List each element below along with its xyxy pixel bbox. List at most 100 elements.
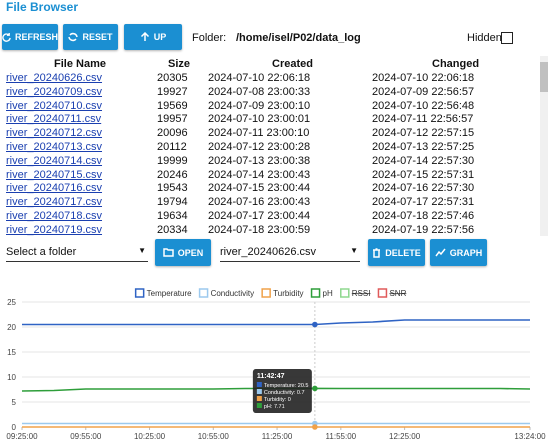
table-cell: 2024-07-09 22:56:57 — [372, 85, 475, 98]
folder-select-text: Select a folder — [6, 246, 77, 258]
reset-button[interactable]: RESET — [63, 24, 118, 50]
scrollbar[interactable] — [540, 56, 548, 236]
x-tick-label: 10:55:00 — [198, 432, 230, 441]
y-tick-label: 10 — [7, 373, 16, 382]
column-header: Size — [168, 58, 191, 70]
hidden-checkbox[interactable] — [501, 32, 513, 44]
x-tick-label: 11:25:00 — [262, 432, 293, 441]
table-cell: 2024-07-15 22:57:31 — [372, 168, 475, 181]
column-header: Changed — [432, 58, 480, 70]
tooltip-line: pH: 7.71 — [264, 404, 285, 410]
tooltip-swatch — [256, 382, 262, 387]
tooltip-title: 11:42:47 — [257, 373, 285, 380]
file-link[interactable]: river_20240717.csv — [6, 196, 103, 209]
file-link[interactable]: river_20240710.csv — [6, 99, 103, 112]
table-cell: 19927 — [157, 85, 188, 98]
table-cell: 2024-07-08 23:00:33 — [208, 85, 311, 98]
column-header: Created — [272, 58, 313, 70]
x-tick-label: 09:55:00 — [70, 432, 102, 441]
up-button[interactable]: UP — [124, 24, 182, 50]
graph-label: GRAPH — [449, 247, 483, 258]
legend-swatch — [377, 288, 388, 298]
hover-point — [312, 424, 318, 430]
tooltip-swatch — [256, 403, 262, 408]
open-label: OPEN — [177, 247, 204, 258]
up-label: UP — [153, 32, 167, 42]
x-tick-label: 13:24:00 — [514, 432, 546, 441]
table-cell: 19999 — [157, 154, 188, 167]
y-tick-label: 20 — [7, 323, 16, 332]
chart: 0 5 10 15 20 25 09:25:00 09:55:00 10:25:00 10:55:… — [6, 288, 546, 441]
table-cell: 20334 — [157, 223, 188, 236]
table-cell: 2024-07-18 23:00:59 — [208, 223, 311, 236]
legend-label: SNR — [389, 289, 406, 298]
folder-label: Folder: — [192, 32, 227, 44]
legend-swatch — [261, 288, 271, 298]
file-link[interactable]: river_20240626.csv — [6, 72, 103, 84]
x-tick-label: 11:55:00 — [326, 432, 357, 441]
legend-label: Temperature — [147, 289, 192, 298]
table-cell: 2024-07-10 22:06:18 — [208, 72, 311, 84]
table-cell: 2024-07-19 22:57:56 — [372, 223, 475, 236]
table-cell: 2024-07-17 23:00:44 — [208, 210, 311, 222]
graph-button[interactable]: GRAPH — [430, 239, 487, 266]
table-cell: 2024-07-11 22:56:57 — [372, 113, 474, 126]
table-cell: 19957 — [157, 113, 188, 126]
table-cell: 2024-07-13 23:00:38 — [208, 154, 311, 167]
hover-point — [312, 321, 318, 328]
legend-label: Turbidity — [273, 289, 303, 298]
x-tick-label: 10:25:00 — [134, 432, 166, 441]
delete-button[interactable]: DELETE — [368, 239, 425, 266]
y-tick-label: 25 — [7, 298, 16, 307]
y-tick-label: 15 — [7, 348, 16, 357]
file-link[interactable]: river_20240711.csv — [6, 113, 102, 126]
table-cell: 2024-07-16 23:00:43 — [208, 196, 311, 209]
table-cell: 2024-07-17 22:57:31 — [372, 196, 475, 209]
legend-label: Conductivity — [211, 289, 255, 298]
table-cell: 2024-07-09 23:00:10 — [208, 99, 311, 112]
table-cell: 2024-07-14 22:57:30 — [372, 154, 475, 167]
table-cell: 19543 — [157, 182, 188, 195]
file-link[interactable]: river_20240714.csv — [6, 154, 103, 167]
table-cell: 20305 — [157, 72, 188, 84]
file-link[interactable]: river_20240712.csv — [6, 127, 103, 140]
table-cell: 2024-07-11 23:00:10 — [208, 127, 310, 140]
reset-label: RESET — [82, 32, 113, 42]
tooltip-swatch — [256, 389, 262, 394]
file-link[interactable]: river_20240716.csv — [6, 182, 103, 195]
legend-swatch — [134, 288, 145, 298]
table-cell: 2024-07-12 22:57:15 — [372, 127, 475, 140]
folder-select[interactable]: Select a folder ▼ — [6, 246, 148, 262]
tooltip-line: Temperature: 20.5 — [264, 383, 309, 389]
table-cell: 2024-07-10 22:56:48 — [372, 99, 475, 112]
file-link[interactable]: river_20240713.csv — [6, 141, 103, 153]
column-header: File Name — [54, 58, 106, 70]
file-link[interactable]: river_20240715.csv — [6, 168, 103, 181]
series-line — [22, 319, 530, 326]
tooltip-line: Turbidity: 0 — [264, 397, 291, 403]
delete-label: DELETE — [385, 247, 421, 258]
y-tick-label: 5 — [12, 398, 17, 407]
file-select[interactable]: river_20240626.csv ▼ — [220, 246, 360, 262]
refresh-button[interactable]: REFRESH — [2, 24, 58, 50]
table-cell: 20096 — [157, 127, 188, 140]
open-button[interactable]: OPEN — [155, 239, 211, 266]
hidden-label: Hidden — [467, 32, 502, 44]
legend-swatch — [198, 288, 209, 298]
title: File Browser — [6, 0, 79, 14]
table-cell: 19569 — [157, 99, 188, 112]
file-link[interactable]: river_20240719.csv — [6, 223, 103, 236]
table-cell: 19634 — [157, 210, 188, 222]
file-link[interactable]: river_20240709.csv — [6, 85, 103, 98]
table-cell: 2024-07-14 23:00:43 — [208, 168, 311, 181]
legend-label: RSSI — [352, 289, 371, 298]
table-cell: 2024-07-18 22:57:46 — [372, 210, 475, 222]
x-tick-label: 09:25:00 — [6, 432, 38, 441]
x-tick-label: 12:25:00 — [389, 432, 421, 441]
file-select-text: river_20240626.csv — [220, 246, 317, 258]
table-cell: 2024-07-15 23:00:44 — [208, 182, 311, 195]
legend-swatch — [340, 288, 350, 298]
file-link[interactable]: river_20240718.csv — [6, 210, 103, 222]
hover-point — [312, 385, 318, 392]
